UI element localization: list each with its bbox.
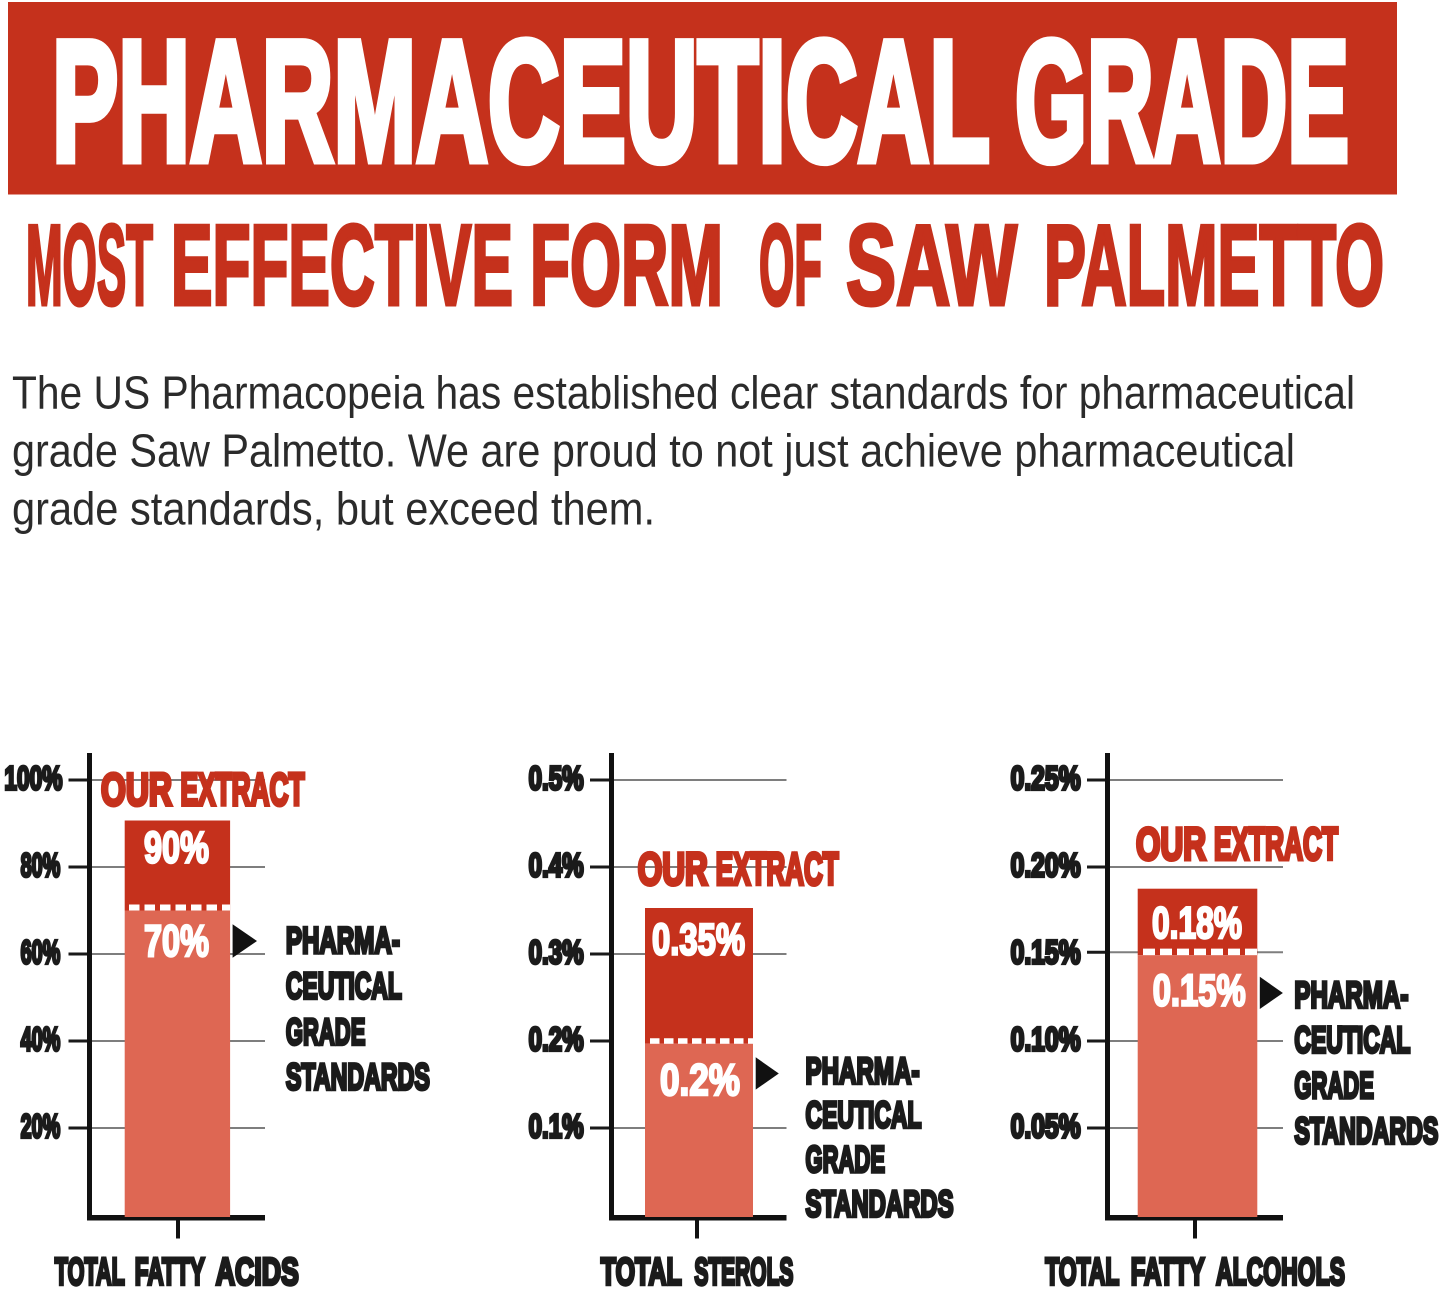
- svg-text:0.5%: 0.5%: [529, 760, 584, 797]
- svg-text:0.05%: 0.05%: [1011, 1108, 1081, 1145]
- svg-text:0.35%: 0.35%: [652, 916, 745, 965]
- svg-text:PHARMA-: PHARMA-: [286, 920, 400, 961]
- svg-text:EFFECTIVE: EFFECTIVE: [171, 202, 513, 329]
- svg-text:EXTRACT: EXTRACT: [181, 764, 305, 815]
- svg-text:0.15%: 0.15%: [1153, 966, 1246, 1015]
- svg-text:The US Pharmacopeia has establ: The US Pharmacopeia has established clea…: [12, 367, 1355, 419]
- svg-text:OUR: OUR: [1136, 819, 1206, 870]
- svg-text:PHARMA-: PHARMA-: [1294, 974, 1408, 1015]
- svg-text:0.4%: 0.4%: [529, 847, 584, 884]
- svg-text:MOST: MOST: [26, 202, 153, 329]
- svg-text:90%: 90%: [144, 824, 209, 873]
- svg-text:0.15%: 0.15%: [1011, 934, 1081, 971]
- svg-text:20%: 20%: [21, 1108, 61, 1145]
- svg-text:CEUTICAL: CEUTICAL: [286, 965, 402, 1006]
- svg-text:STANDARDS: STANDARDS: [286, 1056, 430, 1097]
- svg-text:0.18%: 0.18%: [1152, 899, 1242, 948]
- svg-text:OF: OF: [759, 202, 822, 329]
- svg-text:0.10%: 0.10%: [1011, 1021, 1081, 1058]
- svg-text:GRADE: GRADE: [806, 1139, 886, 1180]
- svg-text:STANDARDS: STANDARDS: [806, 1183, 954, 1224]
- svg-text:0.25%: 0.25%: [1011, 760, 1081, 797]
- svg-text:grade standards, but exceed th: grade standards, but exceed them.: [12, 483, 655, 535]
- svg-text:0.2%: 0.2%: [529, 1021, 584, 1058]
- svg-text:40%: 40%: [21, 1021, 61, 1058]
- svg-text:STANDARDS: STANDARDS: [1294, 1110, 1438, 1151]
- svg-text:EXTRACT: EXTRACT: [716, 844, 839, 895]
- svg-text:GRADE: GRADE: [286, 1011, 366, 1052]
- svg-text:GRADE: GRADE: [1294, 1065, 1374, 1106]
- svg-text:SAW: SAW: [846, 202, 1017, 329]
- svg-text:FORM: FORM: [530, 202, 723, 329]
- svg-text:60%: 60%: [21, 934, 61, 971]
- svg-text:ALCOHOLS: ALCOHOLS: [1216, 1252, 1345, 1294]
- svg-text:0.3%: 0.3%: [529, 934, 584, 971]
- svg-text:TOTAL: TOTAL: [55, 1252, 125, 1294]
- svg-text:GRADE: GRADE: [1015, 6, 1349, 198]
- svg-text:CEUTICAL: CEUTICAL: [806, 1095, 922, 1136]
- svg-text:OUR: OUR: [638, 844, 708, 895]
- svg-text:ACIDS: ACIDS: [216, 1252, 299, 1294]
- svg-text:PHARMA-: PHARMA-: [806, 1050, 920, 1091]
- svg-text:0.1%: 0.1%: [529, 1108, 584, 1145]
- svg-text:0.2%: 0.2%: [660, 1056, 740, 1105]
- svg-text:FATTY: FATTY: [1131, 1252, 1205, 1294]
- svg-text:PHARMACEUTICAL: PHARMACEUTICAL: [52, 6, 990, 198]
- svg-text:TOTAL: TOTAL: [1045, 1252, 1119, 1294]
- svg-text:80%: 80%: [21, 847, 61, 884]
- svg-text:100%: 100%: [4, 760, 62, 797]
- svg-text:FATTY: FATTY: [135, 1252, 205, 1294]
- svg-text:70%: 70%: [144, 917, 209, 966]
- svg-text:CEUTICAL: CEUTICAL: [1294, 1020, 1410, 1061]
- svg-text:OUR: OUR: [101, 764, 172, 815]
- svg-text:PALMETTO: PALMETTO: [1044, 202, 1384, 329]
- svg-text:STEROLS: STEROLS: [694, 1252, 793, 1294]
- svg-text:grade Saw Palmetto. We are pro: grade Saw Palmetto. We are proud to not …: [12, 425, 1295, 477]
- svg-text:0.20%: 0.20%: [1011, 847, 1081, 884]
- svg-text:TOTAL: TOTAL: [601, 1252, 682, 1294]
- svg-text:EXTRACT: EXTRACT: [1214, 819, 1338, 870]
